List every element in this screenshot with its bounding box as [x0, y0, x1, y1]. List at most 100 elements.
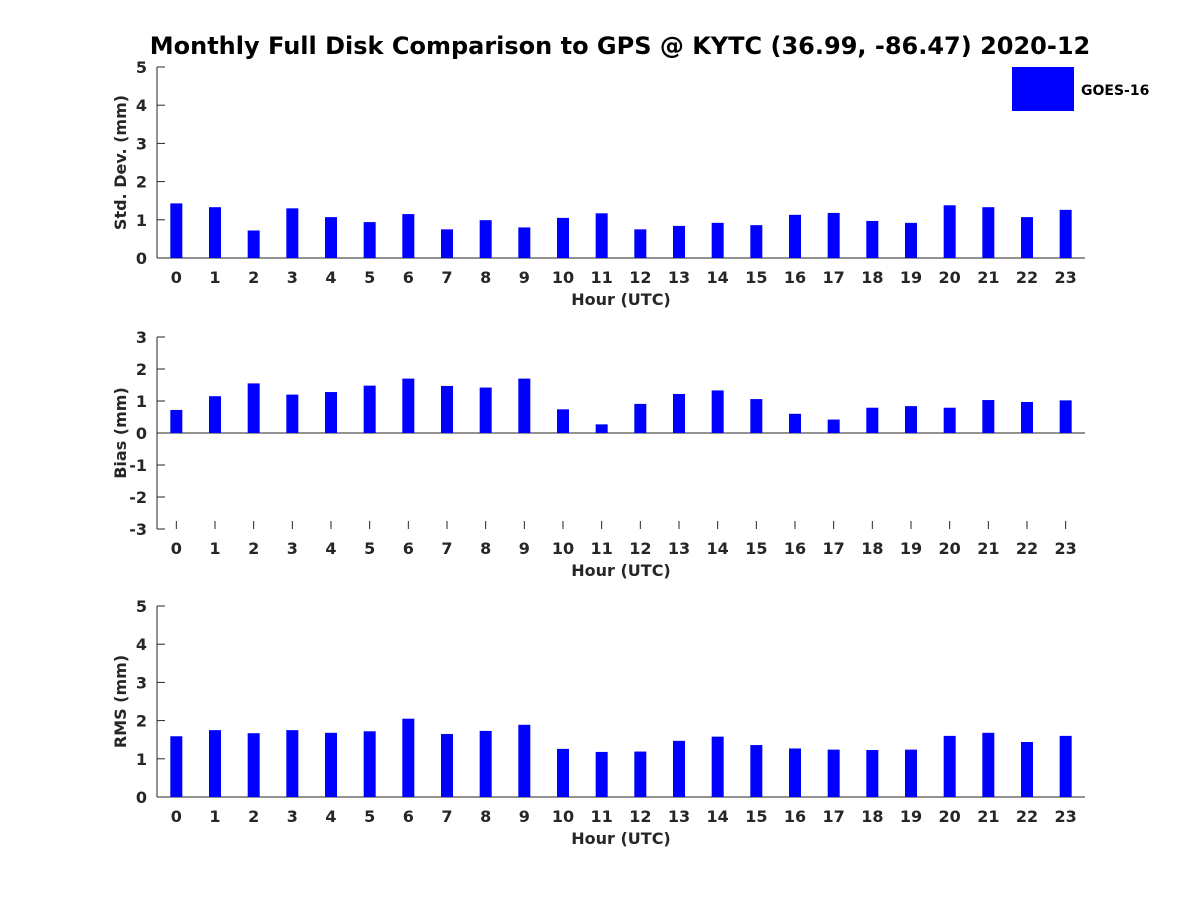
y-tick-label: 5 [136, 597, 147, 616]
x-tick-label: 22 [1016, 807, 1038, 826]
x-tick-label: 0 [171, 268, 182, 287]
chart-legend: GOES-16 [1012, 67, 1149, 111]
x-tick-label: 16 [784, 807, 806, 826]
x-tick-label: 4 [325, 539, 336, 558]
bar-hour-0 [170, 409, 183, 433]
x-tick-label: 3 [287, 539, 298, 558]
bar-hour-23 [1059, 209, 1072, 258]
x-tick-label: 17 [823, 539, 845, 558]
x-tick-label: 16 [784, 539, 806, 558]
x-tick-label: 8 [480, 539, 491, 558]
x-tick-label: 18 [861, 807, 883, 826]
x-tick-label: 2 [248, 539, 259, 558]
x-tick-label: 8 [480, 268, 491, 287]
bar-hour-18 [866, 407, 879, 433]
y-tick-label: 2 [136, 360, 147, 379]
x-tick-label: 23 [1055, 268, 1077, 287]
bar-hour-13 [673, 225, 685, 258]
x-tick-label: 2 [248, 807, 259, 826]
bar-hour-11 [595, 424, 608, 433]
bar-hour-11 [595, 751, 608, 797]
x-tick-label: 15 [745, 807, 767, 826]
bar-hour-14 [711, 390, 724, 433]
x-tick-label: 13 [668, 539, 690, 558]
x-tick-label: 10 [552, 268, 574, 287]
bar-hour-5 [363, 222, 376, 258]
x-axis-label: Hour (UTC) [571, 561, 671, 580]
bar-hour-9 [518, 724, 531, 797]
bar-hour-6 [402, 214, 415, 258]
y-tick-label: 1 [136, 392, 147, 411]
bar-hour-10 [557, 748, 569, 797]
x-tick-label: 18 [861, 268, 883, 287]
bar-hour-14 [711, 222, 724, 258]
y-tick-label: 3 [136, 134, 147, 153]
bar-hour-21 [982, 207, 995, 258]
x-tick-label: 4 [325, 807, 336, 826]
bar-hour-7 [441, 385, 453, 433]
x-tick-label: 4 [325, 268, 336, 287]
x-tick-label: 20 [939, 539, 961, 558]
x-tick-label: 6 [403, 539, 414, 558]
legend-label-goes16: GOES-16 [1081, 83, 1149, 99]
bar-hour-4 [325, 732, 337, 797]
bar-hour-12 [634, 751, 647, 797]
bar-hour-2 [247, 230, 260, 258]
bar-hour-17 [827, 749, 840, 797]
y-axis-label: Bias (mm) [111, 387, 130, 479]
x-tick-label: 10 [552, 539, 574, 558]
x-tick-label: 8 [480, 807, 491, 826]
bar-hour-21 [982, 732, 995, 797]
bar-hour-23 [1059, 735, 1072, 797]
x-tick-label: 9 [519, 268, 530, 287]
bar-hour-0 [170, 736, 183, 797]
x-tick-label: 14 [707, 539, 729, 558]
y-tick-label: 0 [136, 249, 147, 268]
x-tick-label: 21 [977, 539, 999, 558]
x-tick-label: 11 [591, 807, 613, 826]
bar-hour-14 [711, 736, 724, 797]
x-tick-label: 17 [823, 807, 845, 826]
x-tick-label: 19 [900, 268, 922, 287]
bar-hour-22 [1021, 217, 1033, 258]
x-tick-label: 19 [900, 539, 922, 558]
x-tick-label: 5 [364, 807, 375, 826]
x-tick-label: 11 [591, 268, 613, 287]
y-tick-label: 1 [136, 211, 147, 230]
x-tick-label: 15 [745, 539, 767, 558]
x-tick-label: 21 [977, 268, 999, 287]
y-tick-label: 3 [136, 673, 147, 692]
bar-hour-9 [518, 378, 531, 433]
x-tick-label: 21 [977, 807, 999, 826]
y-axis-label: Std. Dev. (mm) [111, 95, 130, 230]
bar-hour-13 [673, 393, 685, 433]
bar-hour-20 [943, 407, 956, 433]
x-tick-label: 7 [441, 268, 452, 287]
y-axis-label: RMS (mm) [111, 655, 130, 748]
bar-hour-2 [247, 733, 260, 797]
y-tick-label: 5 [136, 58, 147, 77]
x-tick-label: 10 [552, 807, 574, 826]
y-tick-label: 4 [136, 635, 147, 654]
bar-hour-7 [441, 733, 453, 797]
bar-hour-1 [209, 207, 221, 258]
bar-hour-18 [866, 750, 879, 797]
y-tick-label: 0 [136, 788, 147, 807]
bar-hour-13 [673, 740, 685, 797]
x-tick-label: 11 [591, 539, 613, 558]
bar-hour-21 [982, 400, 995, 433]
x-tick-label: 1 [209, 807, 220, 826]
x-axis-label: Hour (UTC) [571, 290, 671, 309]
x-tick-label: 1 [209, 539, 220, 558]
x-tick-label: 19 [900, 807, 922, 826]
y-tick-label: 3 [136, 328, 147, 347]
bar-hour-3 [286, 208, 299, 258]
y-tick-label: 2 [136, 712, 147, 731]
bar-hour-18 [866, 220, 879, 258]
x-tick-label: 6 [403, 268, 414, 287]
y-tick-label: -2 [129, 488, 147, 507]
x-tick-label: 0 [171, 539, 182, 558]
y-tick-label: -1 [129, 456, 147, 475]
bar-hour-19 [905, 749, 917, 797]
